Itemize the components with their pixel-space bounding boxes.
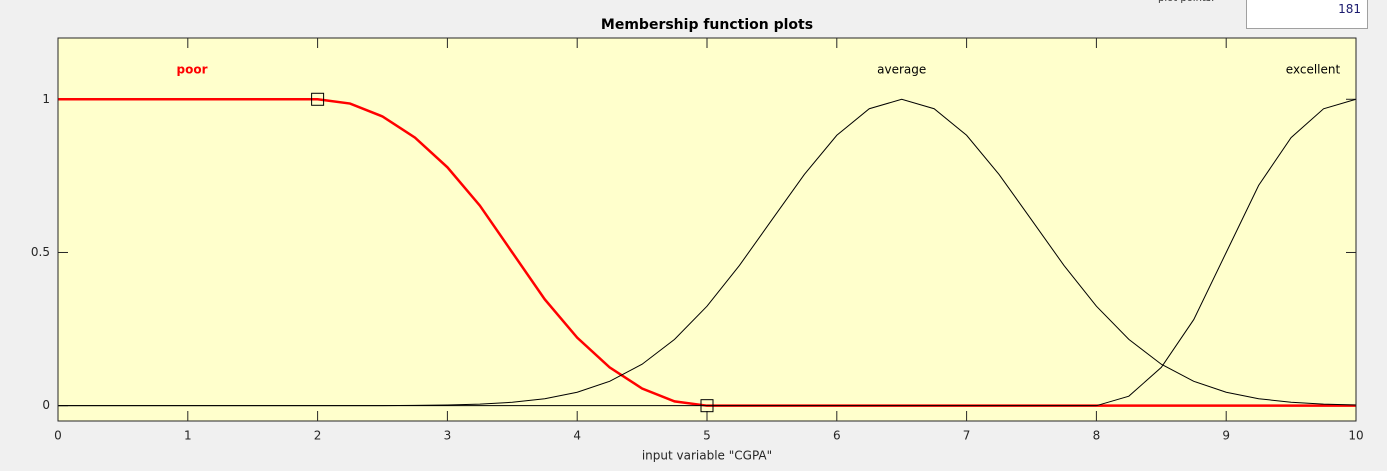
y-tick-label: 0 — [42, 398, 50, 412]
x-tick-label: 8 — [1093, 429, 1101, 443]
x-tick-label: 3 — [444, 429, 452, 443]
x-tick-label: 0 — [54, 429, 62, 443]
plot-frame — [57, 37, 1357, 422]
x-tick-label: 2 — [314, 429, 322, 443]
plot-area — [58, 38, 1356, 421]
y-tick-label: 1 — [42, 92, 50, 106]
y-tick-label: 0.5 — [31, 245, 50, 259]
mf-label: excellent — [1286, 63, 1341, 77]
x-tick-label: 5 — [703, 429, 711, 443]
parameter-handle — [700, 399, 714, 413]
x-tick-label: 4 — [573, 429, 581, 443]
chart-title: Membership function plots — [601, 17, 813, 33]
x-tick-label: 10 — [1348, 429, 1363, 443]
parameter-handle — [311, 92, 325, 106]
x-tick-label: 7 — [963, 429, 971, 443]
mf-curve — [58, 98, 1357, 407]
x-axis-label: input variable "CGPA" — [642, 449, 772, 463]
plot-points-input[interactable]: 181 — [1246, 0, 1368, 29]
x-tick-label: 6 — [833, 429, 841, 443]
mf-label: average — [877, 63, 926, 77]
plot-points-label: plot points: — [1158, 0, 1214, 4]
x-tick-label: 9 — [1222, 429, 1230, 443]
x-tick-label: 1 — [184, 429, 192, 443]
mf-label: poor — [177, 63, 208, 77]
